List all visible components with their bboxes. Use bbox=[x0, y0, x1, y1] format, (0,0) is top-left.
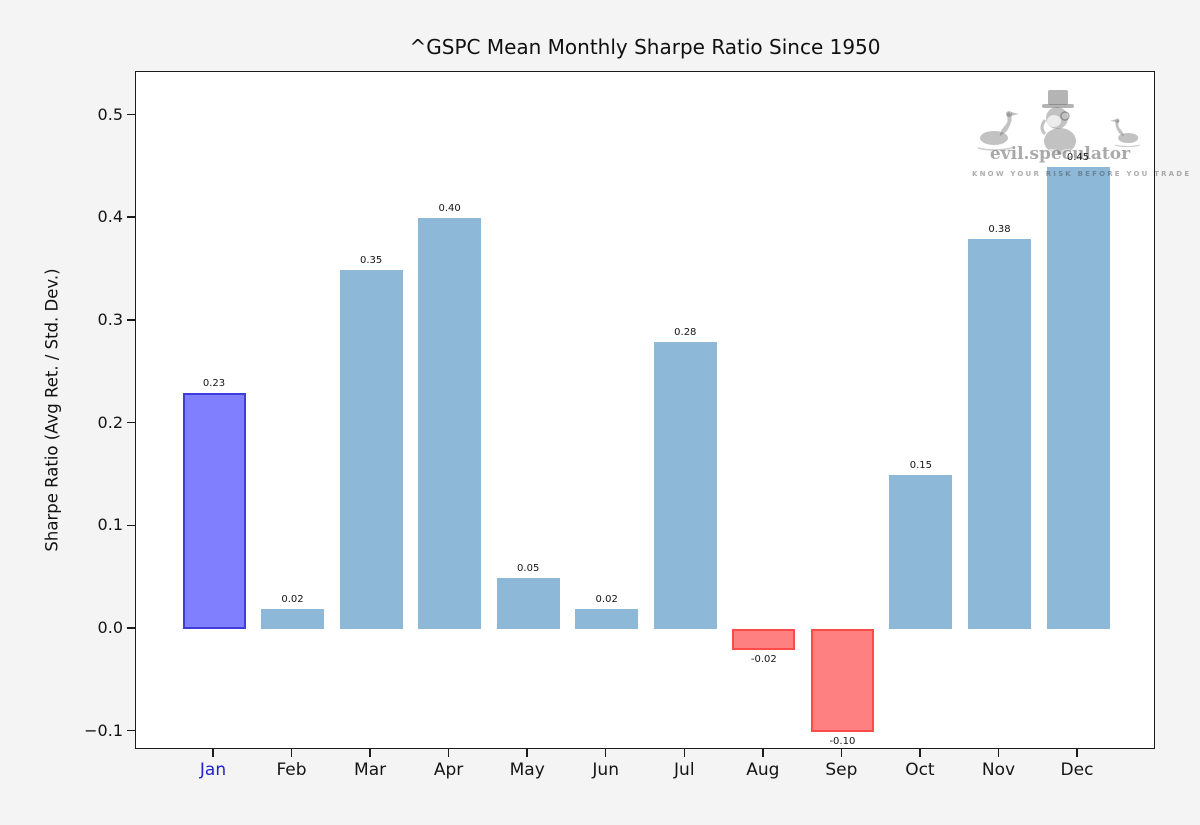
y-tick-label: 0.0 bbox=[97, 618, 123, 637]
y-tick-label: 0.3 bbox=[97, 309, 123, 329]
x-tick-label-jul: Jul bbox=[674, 760, 695, 780]
x-tick-mark bbox=[1076, 749, 1078, 757]
bar-nov bbox=[968, 238, 1031, 629]
plot-area: 0.23 0.02 0.35 0.40 0.05 0.02 0.28 -0.02 -0.10 0.… bbox=[135, 71, 1155, 749]
x-tick-label-oct: Oct bbox=[905, 760, 935, 780]
x-tick-label-nov: Nov bbox=[981, 760, 1016, 780]
bar-mar bbox=[339, 269, 403, 629]
x-tick-mark bbox=[919, 749, 921, 757]
x-tick-mark bbox=[526, 749, 528, 757]
x-tick-mark bbox=[604, 749, 607, 757]
bar-jan bbox=[182, 392, 246, 629]
x-tick-mark bbox=[762, 749, 764, 757]
y-tick-mark bbox=[127, 524, 135, 527]
bar-value-label: 0.02 bbox=[281, 593, 304, 605]
x-tick-label-sep: Sep bbox=[825, 760, 858, 780]
x-tick-label-aug: Aug bbox=[746, 760, 780, 780]
bar-sep bbox=[810, 629, 874, 732]
bar-jun bbox=[575, 608, 639, 629]
bar-value-label: 0.15 bbox=[909, 460, 933, 471]
y-tick-label: 0.1 bbox=[97, 515, 123, 535]
y-tick-mark bbox=[127, 216, 135, 218]
y-tick-mark bbox=[127, 729, 135, 732]
x-tick-label-jun: Jun bbox=[592, 760, 619, 780]
x-tick-mark bbox=[369, 749, 371, 757]
bar-value-label: 0.35 bbox=[359, 254, 383, 266]
bar-oct bbox=[889, 475, 953, 629]
x-tick-label-mar: Mar bbox=[354, 760, 387, 780]
bar-feb bbox=[261, 608, 324, 629]
bar-may bbox=[496, 577, 560, 629]
y-tick-mark bbox=[127, 627, 135, 629]
x-tick-label-dec: Dec bbox=[1060, 760, 1094, 780]
chart-title: ^GSPC Mean Monthly Sharpe Ratio Since 19… bbox=[409, 35, 881, 59]
bar-value-label: 0.40 bbox=[438, 203, 461, 215]
x-tick-label-jan: Jan bbox=[199, 760, 227, 780]
bar-value-label: -0.02 bbox=[750, 653, 777, 665]
bar-value-label: 0.28 bbox=[674, 326, 697, 338]
bar-jul bbox=[653, 341, 717, 629]
bar-dec bbox=[1046, 166, 1110, 629]
x-tick-mark bbox=[447, 749, 450, 757]
y-tick-label: −0.1 bbox=[84, 720, 123, 740]
x-tick-mark bbox=[997, 749, 1000, 757]
x-tick-mark bbox=[683, 749, 686, 757]
bar-value-label: 0.02 bbox=[595, 593, 618, 605]
y-tick-mark bbox=[127, 421, 135, 424]
bar-value-label: -0.10 bbox=[829, 735, 856, 747]
y-tick-label: 0.4 bbox=[97, 207, 123, 227]
x-tick-label-feb: Feb bbox=[276, 760, 307, 780]
bar-apr bbox=[418, 218, 482, 629]
bar-value-label: 0.45 bbox=[1066, 151, 1090, 163]
bar-value-label: 0.38 bbox=[988, 223, 1011, 235]
y-tick-mark bbox=[127, 319, 135, 321]
y-tick-label: 0.2 bbox=[97, 412, 123, 432]
y-tick-mark bbox=[127, 113, 135, 116]
x-tick-label-apr: Apr bbox=[433, 760, 464, 780]
x-tick-mark bbox=[212, 749, 214, 757]
bar-aug bbox=[732, 629, 796, 650]
y-tick-label: 0.5 bbox=[97, 104, 123, 124]
x-tick-mark bbox=[290, 749, 293, 757]
bar-value-label: 0.23 bbox=[202, 377, 226, 389]
x-tick-mark bbox=[840, 749, 843, 757]
x-tick-label-may: May bbox=[509, 760, 545, 780]
bar-value-label: 0.05 bbox=[517, 562, 540, 574]
